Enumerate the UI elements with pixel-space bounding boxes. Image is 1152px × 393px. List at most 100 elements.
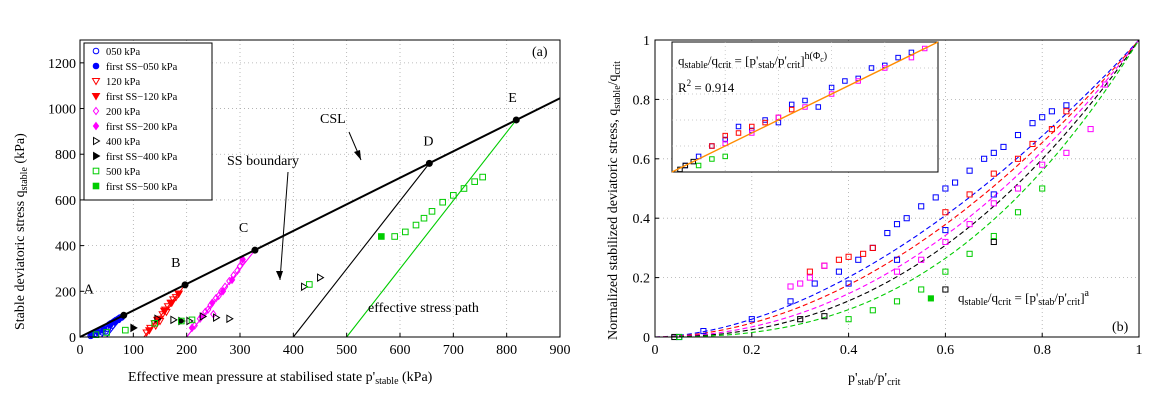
data-point bbox=[1102, 81, 1109, 88]
panel-a-y-axis-label: Stable deviatoric stress qstable (kPa) bbox=[13, 133, 30, 330]
inset-data-point bbox=[855, 78, 861, 84]
data-point bbox=[204, 305, 212, 314]
y-tick-label: 1000 bbox=[48, 103, 76, 118]
inset-data-point bbox=[735, 123, 742, 130]
data-point bbox=[199, 312, 208, 321]
stress-path-line bbox=[346, 119, 517, 338]
panel-b-formula: qstable/qcrit = [p'stab/p'crit]a bbox=[958, 288, 1090, 308]
data-point bbox=[174, 290, 184, 299]
data-point bbox=[188, 316, 196, 324]
data-point bbox=[966, 191, 973, 198]
panel-b-x-axis-label: p'stab/p'crit bbox=[848, 371, 901, 388]
csl-point-label: C bbox=[239, 221, 248, 236]
data-point bbox=[428, 208, 436, 215]
inset-formula: qstable/qcrit = [p'stab/p'crit]h(Φc) bbox=[678, 51, 827, 71]
x-tick-label: 900 bbox=[550, 343, 571, 358]
data-point bbox=[412, 221, 420, 229]
data-point bbox=[990, 149, 997, 156]
data-point bbox=[1000, 143, 1007, 150]
data-point bbox=[869, 307, 876, 314]
data-point bbox=[450, 192, 457, 199]
legend-label: first SS−050 kPa bbox=[106, 62, 178, 73]
data-point bbox=[918, 256, 925, 263]
effective-stress-path-label: effective stress path bbox=[368, 301, 479, 316]
y-tick-label: 400 bbox=[55, 240, 76, 255]
y-tick-label: 0.6 bbox=[633, 153, 651, 168]
csl-point-marker bbox=[512, 116, 520, 124]
data-point bbox=[234, 266, 241, 276]
data-point bbox=[212, 293, 220, 303]
inset-data-point bbox=[690, 158, 697, 165]
csl-point-label: D bbox=[423, 134, 433, 149]
legend-marker bbox=[91, 93, 101, 101]
data-point bbox=[966, 250, 973, 257]
x-tick-label: 800 bbox=[496, 343, 517, 358]
inset-data-point bbox=[788, 101, 795, 108]
inset-data-point bbox=[921, 45, 928, 52]
data-point bbox=[378, 233, 385, 240]
legend-label: first SS−500 kPa bbox=[106, 182, 178, 193]
legend-marker bbox=[93, 151, 101, 161]
inset-data-point bbox=[868, 65, 875, 71]
legend-label: 200 kPa bbox=[106, 107, 140, 118]
data-point bbox=[226, 314, 234, 324]
y-tick-label: 0.4 bbox=[633, 212, 651, 227]
panel-a-scatter-points bbox=[87, 173, 486, 340]
legend-marker bbox=[91, 78, 101, 86]
data-point bbox=[144, 327, 154, 335]
data-point bbox=[918, 203, 925, 210]
data-point bbox=[191, 321, 198, 330]
csl-point-marker bbox=[251, 246, 259, 254]
data-point bbox=[797, 316, 804, 323]
data-point bbox=[966, 221, 973, 228]
legend-label: 050 kPa bbox=[106, 47, 140, 58]
legend-marker bbox=[92, 182, 100, 190]
y-tick-label: 600 bbox=[55, 194, 76, 209]
data-point bbox=[130, 323, 138, 333]
inset-scatter-points bbox=[677, 45, 928, 173]
y-tick-label: 800 bbox=[55, 148, 76, 163]
data-point bbox=[151, 319, 158, 327]
inset-data-point bbox=[802, 97, 808, 104]
data-point bbox=[170, 315, 178, 325]
inset-r2: R2 = 0.914 bbox=[678, 78, 735, 95]
data-point bbox=[1014, 155, 1022, 162]
panel-a-legend: 050 kPa first SS−050 kPa 120 kPa first SS−1… bbox=[83, 42, 213, 201]
inset-data-point bbox=[828, 91, 835, 97]
inset-data-point bbox=[749, 130, 755, 136]
inset-data-point bbox=[682, 162, 689, 169]
panel-a: 0 100 200 300 400 500 600 700 800 900 0 200 400 600 8… bbox=[13, 39, 571, 387]
y-tick-label: 1 bbox=[643, 34, 650, 49]
csl-point-label: A bbox=[84, 282, 95, 297]
data-point bbox=[990, 191, 997, 198]
data-point bbox=[1063, 149, 1070, 156]
data-point bbox=[122, 326, 129, 334]
legend-marker bbox=[92, 121, 100, 131]
data-point bbox=[1029, 120, 1036, 127]
y-tick-label: 0 bbox=[69, 331, 76, 346]
inset-fit-line-segment bbox=[671, 41, 939, 173]
inset-data-point bbox=[695, 162, 702, 169]
data-point bbox=[806, 274, 813, 281]
ss-boundary-label: SS boundary bbox=[227, 154, 299, 169]
y-tick-label: 0.8 bbox=[633, 93, 651, 108]
data-point bbox=[990, 200, 997, 207]
legend-label: 400 kPa bbox=[106, 137, 140, 148]
data-point bbox=[420, 214, 428, 222]
x-tick-label: 0 bbox=[77, 343, 84, 358]
legend-label: 120 kPa bbox=[106, 77, 140, 88]
csl-label: CSL bbox=[320, 112, 346, 127]
data-point bbox=[748, 316, 755, 323]
panel-b-inset: qstable/qcrit = [p'stab/p'crit]h(Φc) R2 … bbox=[671, 41, 939, 173]
legend-label: first SS−120 kPa bbox=[106, 92, 178, 103]
data-point bbox=[402, 228, 409, 236]
panel-a-csl-line bbox=[79, 97, 561, 338]
fit-curve bbox=[654, 39, 1140, 338]
data-point bbox=[391, 233, 398, 240]
data-point bbox=[479, 173, 486, 181]
data-point bbox=[942, 227, 949, 234]
panel-a-x-axis-label: Effective mean pressure at stabilised st… bbox=[128, 370, 433, 387]
data-point bbox=[1039, 161, 1046, 168]
panel-b-tag: (b) bbox=[1112, 320, 1129, 335]
fit-curve bbox=[655, 39, 1140, 338]
